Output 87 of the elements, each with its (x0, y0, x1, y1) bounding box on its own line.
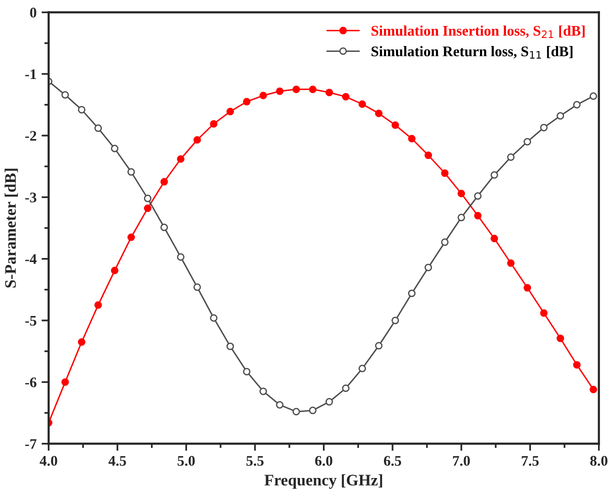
y-tick-label: -1 (25, 69, 36, 80)
x-tick-label: 7.5 (522, 456, 539, 466)
point (392, 316, 400, 324)
point (127, 168, 135, 176)
point (358, 364, 366, 372)
point (524, 138, 532, 146)
y-axis-title: S-Parameter [dB] (4, 168, 18, 288)
point (342, 93, 350, 100)
point (144, 204, 152, 212)
point (392, 121, 400, 129)
point (276, 87, 284, 95)
x-tick-label: 4.5 (108, 456, 126, 466)
x-tick-label: 7.0 (453, 456, 470, 466)
x-axis-title: Frequency [GHz] (264, 474, 382, 489)
y-tick-label: 0 (30, 8, 36, 18)
y-tick-label: -4 (25, 254, 37, 264)
point (176, 253, 184, 261)
y-tick-label: -5 (25, 316, 36, 326)
point (160, 178, 168, 186)
point (342, 384, 350, 392)
point (458, 190, 466, 198)
point (242, 98, 250, 106)
point (61, 378, 69, 386)
point (78, 338, 86, 346)
point (490, 171, 498, 179)
point (259, 92, 267, 100)
point (326, 398, 334, 406)
point (127, 234, 135, 242)
point (110, 144, 118, 152)
point (176, 155, 184, 163)
x-tick-label: 8.0 (590, 456, 608, 466)
point (573, 361, 581, 369)
point (540, 124, 548, 132)
point (226, 342, 234, 350)
point (474, 212, 482, 220)
point (424, 152, 432, 160)
point (226, 108, 234, 116)
point (408, 290, 416, 298)
point (507, 153, 515, 161)
point (78, 106, 86, 114)
legend-label: Simulation Return loss, S$_{11}$ [dB] (372, 46, 572, 59)
point (556, 334, 564, 342)
point (309, 406, 317, 414)
point (408, 134, 416, 142)
point (507, 259, 515, 267)
point (94, 301, 102, 309)
point (441, 238, 449, 246)
point (276, 401, 284, 409)
point (590, 92, 598, 100)
point (590, 386, 598, 394)
point (375, 110, 383, 118)
point (556, 112, 564, 120)
x-tick-label: 6.5 (384, 456, 402, 466)
point (193, 136, 201, 144)
point (326, 88, 334, 96)
y-tick-label: -3 (25, 192, 36, 202)
point (441, 169, 449, 177)
point (292, 408, 300, 416)
point (490, 234, 498, 242)
x-tick-label: 6.0 (315, 456, 332, 466)
point (144, 194, 152, 202)
x-tick-label: 5.0 (178, 456, 195, 466)
point (160, 224, 168, 232)
point (573, 101, 581, 109)
point (61, 91, 69, 99)
point (540, 309, 548, 317)
point (110, 266, 118, 274)
point (309, 86, 317, 94)
point (210, 120, 218, 128)
legend-label: Simulation Insertion loss, S$_{21}$ [dB] (372, 25, 585, 38)
point (94, 124, 102, 132)
x-tick-label: 4.0 (40, 456, 58, 466)
point (358, 100, 366, 108)
point (375, 342, 383, 350)
point (424, 264, 432, 272)
point (259, 388, 267, 396)
y-tick-label: -2 (25, 130, 36, 141)
point (193, 283, 201, 291)
point (292, 86, 300, 94)
y-tick-label: -7 (25, 439, 36, 449)
point (524, 284, 532, 292)
x-tick-label: 5.5 (246, 456, 264, 466)
y-tick-label: -6 (25, 377, 36, 388)
point (458, 214, 466, 222)
point (242, 368, 250, 376)
point (474, 192, 482, 200)
point (210, 314, 218, 322)
